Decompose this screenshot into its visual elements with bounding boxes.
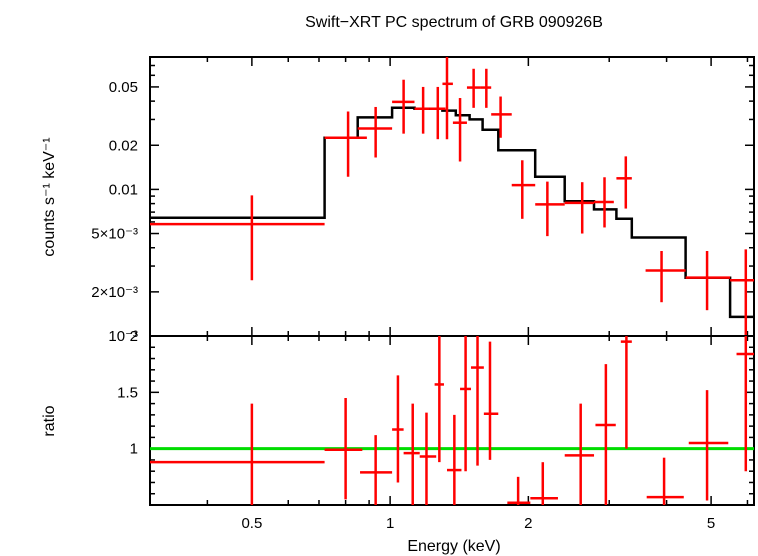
ratio-data-points — [150, 336, 754, 505]
ratio-point — [736, 336, 754, 472]
y-tick-label: 2 — [130, 328, 138, 345]
y-tick-label: 0.05 — [109, 79, 138, 96]
data-point — [442, 57, 453, 140]
data-point — [392, 79, 415, 134]
top-x-ticks — [149, 57, 749, 336]
ratio-point — [419, 412, 437, 505]
data-point — [429, 86, 446, 140]
x-axis-label: Energy (keV) — [407, 538, 500, 555]
ratio-point — [360, 435, 393, 505]
ratio-point — [530, 462, 558, 505]
data-point — [564, 182, 595, 234]
bottom-panel-frame — [149, 335, 755, 506]
ratio-point — [392, 375, 404, 483]
data-point — [357, 106, 393, 158]
data-point — [594, 177, 614, 228]
y-tick-label: 1 — [130, 441, 138, 458]
ratio-point — [595, 364, 616, 505]
top-y-axis-label: counts s⁻¹ keV⁻¹ — [41, 137, 58, 256]
ratio-point — [507, 476, 531, 505]
top-y-ticks: 0.05 0.02 0.01 5×10⁻³ 2×10⁻³ 10⁻³ — [91, 56, 754, 345]
ratio-y-axis-label: ratio — [41, 405, 58, 436]
ratio-point — [470, 336, 484, 466]
ratio-point — [483, 341, 499, 460]
ratio-point — [446, 414, 462, 505]
data-point — [730, 249, 754, 336]
y-tick-label: 1.5 — [117, 384, 138, 401]
data-point — [150, 195, 325, 281]
data-point — [480, 68, 492, 108]
ratio-point — [403, 403, 420, 505]
top-panel-frame — [149, 56, 755, 337]
ratio-point — [564, 403, 595, 505]
data-point — [616, 156, 632, 209]
data-point — [685, 251, 731, 311]
y-tick-label: 0.02 — [109, 137, 138, 154]
y-tick-label: 0.01 — [109, 181, 138, 198]
y-tick-label: 5×10⁻³ — [91, 226, 138, 243]
model-curve-group — [150, 106, 754, 319]
data-point — [511, 160, 536, 219]
ratio-point — [688, 390, 729, 501]
ratio-point — [150, 403, 325, 505]
ratio-point — [324, 397, 363, 500]
data-point — [466, 68, 481, 108]
ratio-point — [620, 336, 632, 449]
data-point — [324, 111, 367, 177]
x-tick-label: 2 — [524, 515, 532, 532]
x-tick-label: 0.5 — [241, 515, 262, 532]
ratio-point — [460, 336, 471, 472]
y-tick-label: 10⁻³ — [108, 328, 138, 345]
data-point — [535, 181, 565, 237]
ratio-point — [646, 457, 684, 505]
data-point — [452, 98, 467, 162]
bottom-x-ticks: 0.5 1 2 5 — [149, 336, 749, 532]
model-step-line — [150, 106, 754, 319]
top-panel: 0.05 0.02 0.01 5×10⁻³ 2×10⁻³ 10⁻³ counts s⁻¹ … — [41, 56, 755, 345]
bottom-y-ticks: 11.52 — [117, 328, 754, 506]
data-point — [491, 96, 512, 138]
chart-title: Swift−XRT PC spectrum of GRB 090926B — [305, 14, 603, 31]
ratio-point — [434, 336, 444, 463]
bottom-panel: 11.52 0.5 1 2 5 ratio Energy (keV) — [41, 328, 755, 555]
x-tick-label: 1 — [386, 515, 394, 532]
data-point — [645, 251, 686, 303]
spectrum-data-points — [150, 57, 754, 336]
y-tick-label: 2×10⁻³ — [91, 284, 138, 301]
x-tick-label: 5 — [707, 515, 715, 532]
data-point — [414, 86, 430, 134]
